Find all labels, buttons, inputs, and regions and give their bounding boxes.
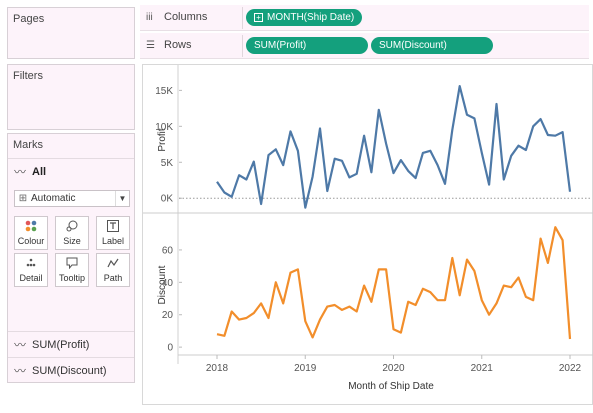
y-tick-label: 5K: [161, 158, 174, 169]
label-button[interactable]: Label: [96, 216, 130, 250]
shelf-divider: [242, 35, 243, 57]
filters-card[interactable]: Filters: [7, 64, 135, 130]
marks-discount-tab[interactable]: 〰 SUM(Discount): [8, 357, 134, 383]
detail-button[interactable]: Detail: [14, 253, 48, 287]
mark-type-icon: ⊞: [18, 193, 28, 204]
pill-label: MONTH(Ship Date): [267, 12, 355, 23]
line-mark-icon: 〰: [14, 165, 27, 179]
profit-axis-title: Profit: [157, 128, 168, 152]
chart-marks: 0K 5K 10K 15K 0 20 40 60 2018 2019 2020 2021 2022: [155, 85, 592, 374]
columns-icon: iii: [146, 11, 153, 23]
y-tick-label: 0: [167, 343, 173, 354]
x-tick-label: 2018: [206, 363, 229, 374]
series-line-profit: [216, 85, 572, 209]
rows-icon: ☰: [146, 39, 155, 51]
series-line-discount: [216, 226, 572, 340]
chevron-down-icon: ▼: [115, 191, 129, 206]
detail-icon: [25, 257, 37, 271]
colour-icon: [25, 220, 37, 234]
x-tick-label: 2020: [382, 363, 405, 374]
pages-card[interactable]: Pages: [7, 7, 135, 59]
marks-title: Marks: [13, 139, 43, 151]
tooltip-button[interactable]: Tooltip: [55, 253, 89, 287]
marks-profit-label: SUM(Profit): [32, 338, 90, 351]
colour-button[interactable]: Colour: [14, 216, 48, 250]
label-icon: [107, 220, 119, 234]
size-label: Size: [63, 236, 81, 246]
filters-title: Filters: [13, 70, 43, 82]
shelf-divider: [242, 7, 243, 29]
path-icon: [107, 257, 119, 271]
chart-area[interactable]: Profit Discount Month of Ship Date 0K 5K 1…: [142, 64, 593, 405]
path-label: Path: [103, 273, 123, 283]
discount-axis-title: Discount: [157, 265, 168, 304]
month-ship-date-pill[interactable]: + MONTH(Ship Date): [246, 9, 363, 26]
sum-profit-pill[interactable]: SUM(Profit): [246, 37, 368, 54]
y-tick-label: 20: [162, 310, 174, 321]
line-mark-icon: 〰: [14, 338, 27, 352]
y-tick-label: 40: [162, 278, 174, 289]
pill-label: SUM(Profit): [254, 40, 307, 51]
y-tick-label: 10K: [155, 122, 173, 133]
x-tick-label: 2019: [294, 363, 317, 374]
tooltip-label: Tooltip: [58, 273, 85, 283]
pill-label: SUM(Discount): [379, 40, 447, 51]
rows-label: Rows: [164, 39, 192, 51]
y-tick-label: 0K: [161, 194, 174, 205]
chart-svg: Profit Discount Month of Ship Date 0K 5K 1…: [142, 64, 593, 405]
size-button[interactable]: Size: [55, 216, 89, 250]
label-label: Label: [101, 236, 125, 246]
pages-title: Pages: [13, 13, 45, 25]
mark-type-dropdown[interactable]: ⊞ Automatic ▼: [14, 190, 130, 207]
y-tick-label: 15K: [155, 86, 173, 97]
marks-profit-tab[interactable]: 〰 SUM(Profit): [8, 331, 134, 357]
rows-shelf-label: ☰ Rows: [146, 39, 192, 51]
columns-label: Columns: [164, 11, 208, 23]
marks-discount-label: SUM(Discount): [32, 364, 107, 377]
rows-shelf[interactable]: ☰ Rows SUM(Profit) SUM(Discount): [140, 33, 589, 59]
marks-all-label: All: [32, 165, 47, 178]
line-mark-icon: 〰: [14, 364, 27, 378]
marks-card: Marks 〰 All ⊞ Automatic ▼ Colour Size La…: [7, 133, 135, 383]
sum-discount-pill[interactable]: SUM(Discount): [371, 37, 493, 54]
columns-shelf-label: iii Columns: [146, 11, 207, 23]
x-axis-title: Month of Ship Date: [348, 381, 434, 392]
colour-label: Colour: [17, 236, 45, 246]
marks-all-tab[interactable]: 〰 All: [8, 158, 134, 184]
y-tick-label: 60: [162, 245, 174, 256]
x-tick-label: 2022: [559, 363, 582, 374]
path-button[interactable]: Path: [96, 253, 130, 287]
expand-icon: +: [254, 13, 263, 22]
mark-type-value: Automatic: [31, 193, 76, 204]
size-icon: [66, 220, 78, 234]
columns-shelf[interactable]: iii Columns + MONTH(Ship Date): [140, 5, 589, 31]
tooltip-icon: [66, 257, 78, 271]
x-tick-label: 2021: [471, 363, 494, 374]
detail-label: Detail: [19, 273, 43, 283]
